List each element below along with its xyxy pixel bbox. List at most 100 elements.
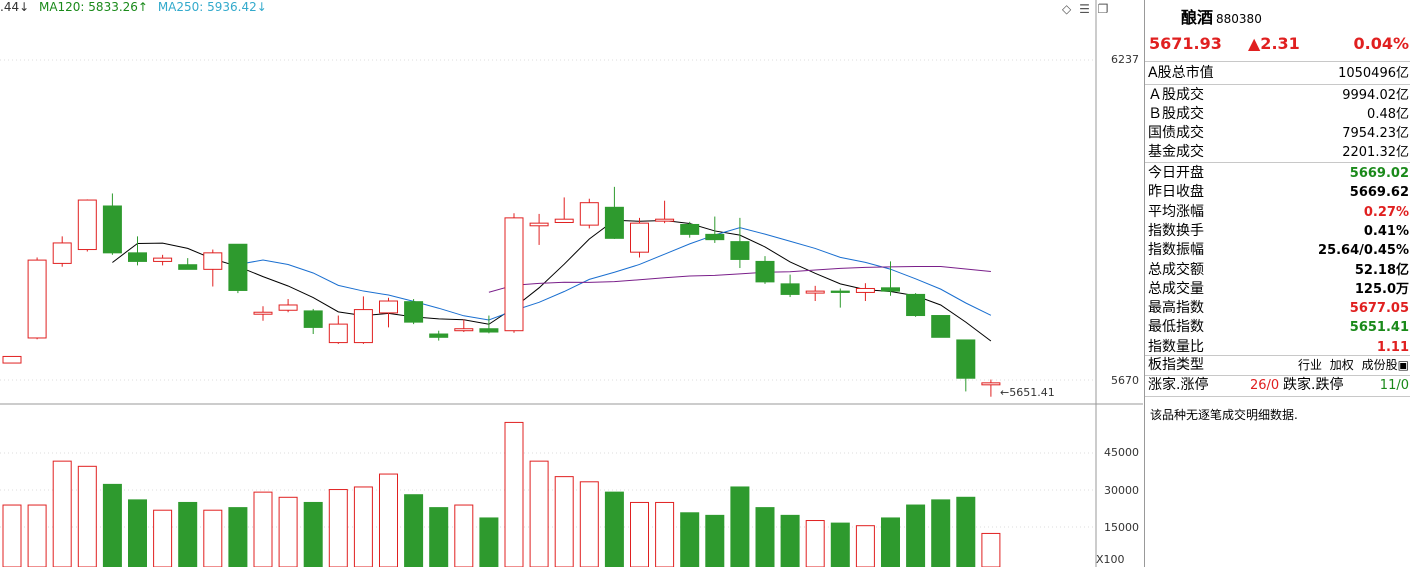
restore-window-icon[interactable]: ❐ bbox=[1097, 2, 1109, 16]
volume-bar bbox=[504, 421, 524, 567]
volume-bar bbox=[379, 473, 398, 567]
candle-body bbox=[931, 315, 951, 338]
volume-bar bbox=[680, 512, 700, 567]
board-type-tabs: 行业 加权 成份股▣ bbox=[1294, 356, 1409, 375]
candle-body bbox=[454, 328, 474, 332]
stat-label: 总成交量 bbox=[1148, 280, 1204, 297]
board-tab-industry[interactable]: 行业 bbox=[1297, 358, 1322, 372]
volume-bar bbox=[956, 496, 976, 567]
menu-icon[interactable]: ☰ bbox=[1079, 2, 1090, 16]
constituents-icon[interactable]: ▣ bbox=[1397, 358, 1409, 372]
candle-body bbox=[981, 382, 1001, 386]
ma20-line bbox=[488, 266, 991, 293]
candle-body bbox=[353, 309, 373, 344]
board-tab-weighted[interactable]: 加权 bbox=[1329, 358, 1354, 372]
stat-label: 指数振幅 bbox=[1148, 242, 1204, 259]
stat-row: 指数振幅 25.64/0.45% bbox=[1145, 241, 1410, 260]
candle-body bbox=[2, 355, 22, 364]
stat-label: 最高指数 bbox=[1148, 300, 1204, 317]
ma-legend-bar: .44↓ MA120: 5833.26↑ MA250: 5936.42↓ bbox=[0, 0, 273, 18]
stat-row: 总成交量 125.0万 bbox=[1145, 280, 1410, 299]
stat-label: 今日开盘 bbox=[1148, 165, 1204, 181]
candle-body bbox=[881, 287, 900, 292]
ma-legend-1: .44↓ bbox=[0, 0, 30, 14]
volume-bar bbox=[981, 532, 1001, 567]
up-count-value: 26/0 bbox=[1250, 378, 1280, 393]
price-change: ▲2.31 bbox=[1248, 34, 1300, 53]
stat-row: 指数量比 1.11 bbox=[1145, 338, 1410, 357]
stat-value: 0.27% bbox=[1363, 204, 1409, 220]
volume-bar bbox=[655, 501, 675, 567]
candle-body bbox=[906, 293, 926, 317]
stat-row: 今日开盘 5669.02 bbox=[1145, 164, 1410, 183]
volume-bar bbox=[529, 460, 549, 567]
stat-row: 指数换手 0.41% bbox=[1145, 222, 1410, 241]
stat-label: 昨日收盘 bbox=[1148, 184, 1204, 201]
turnover-row: Ａ股成交 9994.02亿 bbox=[1145, 86, 1410, 105]
turnover-label: Ａ股成交 bbox=[1148, 87, 1204, 103]
turnover-label: 国债成交 bbox=[1148, 125, 1204, 141]
candle-body bbox=[604, 206, 624, 239]
candle-body bbox=[830, 290, 850, 293]
stat-row: 最低指数 5651.41 bbox=[1145, 318, 1410, 337]
volume-bar bbox=[429, 507, 449, 567]
volume-unit-label: X100 bbox=[1096, 553, 1125, 566]
candle-body bbox=[153, 257, 173, 262]
volume-bar bbox=[554, 476, 574, 567]
candle-body bbox=[655, 218, 675, 222]
candle-body bbox=[554, 218, 574, 223]
stat-label: 总成交额 bbox=[1148, 261, 1204, 278]
kline-chart-area[interactable]: 6237 5670 ←5651.41 45000 30000 15000 X100 .44↓… bbox=[0, 0, 1143, 567]
stat-value: 5669.02 bbox=[1349, 166, 1409, 181]
volume-bar bbox=[253, 491, 273, 567]
stock-title: 酿酒 880380 bbox=[1181, 4, 1262, 28]
volume-axis-label: 15000 bbox=[1104, 521, 1139, 534]
kline-chart[interactable]: 6237 5670 ←5651.41 45000 30000 15000 X100 bbox=[0, 0, 1143, 567]
diamond-icon[interactable]: ◇ bbox=[1062, 2, 1072, 16]
stat-value: 5669.62 bbox=[1349, 185, 1409, 201]
volume-bar bbox=[830, 522, 850, 567]
volume-bar bbox=[730, 486, 750, 567]
board-tab-constituents[interactable]: 成份股 bbox=[1361, 358, 1398, 372]
candle-body bbox=[278, 304, 298, 311]
volume-bar bbox=[27, 504, 47, 567]
stat-label: 最低指数 bbox=[1148, 319, 1204, 336]
volume-bar bbox=[855, 525, 875, 567]
price-change-pct: 0.04% bbox=[1353, 34, 1409, 53]
turnover-row: 基金成交 2201.32亿 bbox=[1145, 143, 1410, 162]
candle-body bbox=[203, 252, 223, 270]
market-value-label: A股总市值 bbox=[1148, 65, 1214, 81]
volume-bar bbox=[454, 504, 474, 567]
volume-bar bbox=[128, 499, 147, 567]
candle-body bbox=[77, 199, 97, 251]
candle-body bbox=[755, 260, 775, 283]
candle-body bbox=[178, 264, 198, 270]
turnover-value: 2201.32亿 bbox=[1342, 145, 1409, 160]
turnover-label: Ｂ股成交 bbox=[1148, 106, 1204, 122]
stat-value: 1.11 bbox=[1376, 339, 1409, 355]
volume-bar bbox=[77, 465, 97, 567]
candle-body bbox=[328, 323, 348, 344]
volume-axis-label: 30000 bbox=[1104, 484, 1139, 497]
chart-toolbar: ◇ ☰ ❐ bbox=[1058, 2, 1108, 16]
candle-body bbox=[956, 339, 976, 379]
ma5-line bbox=[112, 219, 992, 342]
turnover-label: 基金成交 bbox=[1148, 144, 1204, 160]
stat-value: 5677.05 bbox=[1349, 301, 1409, 317]
stat-row: 昨日收盘 5669.62 bbox=[1145, 183, 1410, 202]
volume-bar bbox=[881, 517, 900, 567]
up-count-label: 涨家.涨停 bbox=[1148, 377, 1209, 393]
volume-bar bbox=[705, 514, 725, 567]
volume-bar bbox=[353, 486, 373, 567]
stat-row: 总成交额 52.18亿 bbox=[1145, 261, 1410, 280]
candle-body bbox=[404, 301, 424, 323]
candle-body bbox=[228, 243, 248, 291]
stat-label: 指数量比 bbox=[1148, 338, 1204, 355]
candle-body bbox=[253, 311, 273, 315]
candle-body bbox=[303, 310, 323, 328]
market-value-value: 1050496亿 bbox=[1338, 66, 1409, 81]
stock-code: 880380 bbox=[1216, 12, 1262, 26]
stat-value: 52.18亿 bbox=[1354, 262, 1409, 278]
volume-bar bbox=[153, 509, 173, 567]
candle-body bbox=[27, 259, 47, 339]
